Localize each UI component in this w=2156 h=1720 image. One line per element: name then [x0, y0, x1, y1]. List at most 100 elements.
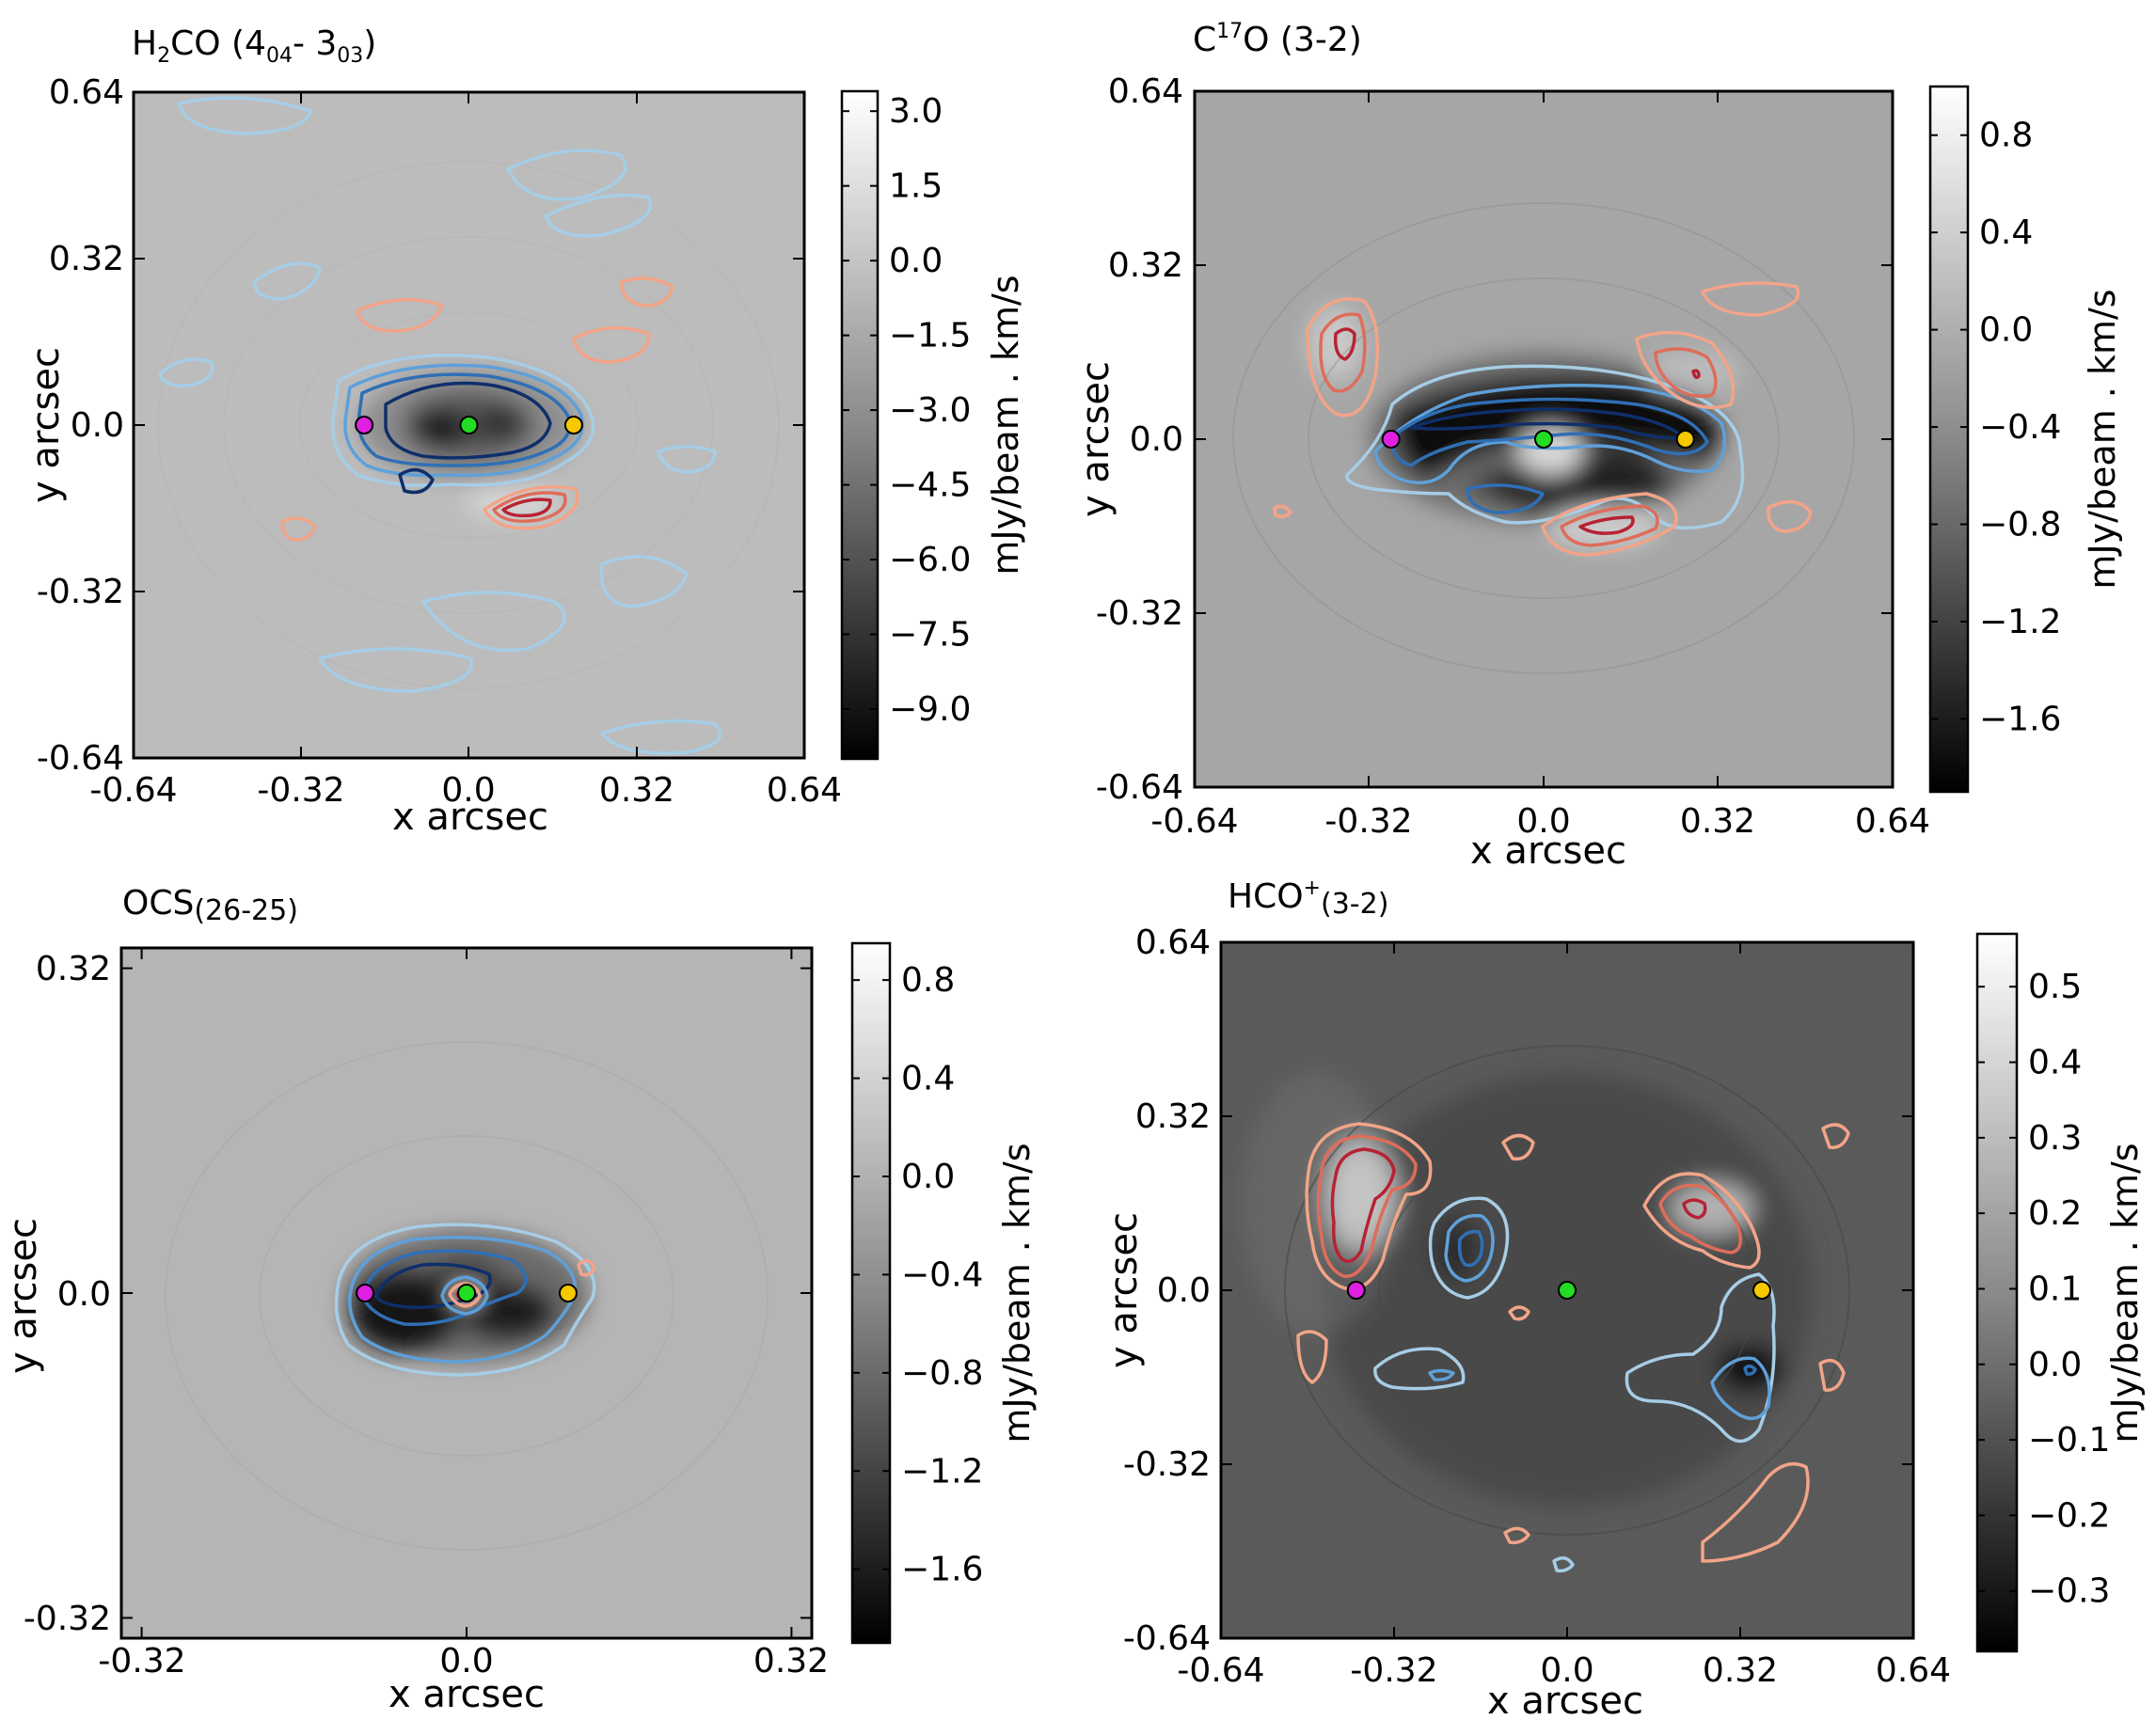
panel-title-c17o: C17O (3-2)	[1193, 20, 1362, 59]
x-axis-label: x arcsec	[388, 1673, 545, 1716]
marker-yellow	[563, 416, 583, 434]
y-axis-label: y arcsec	[24, 347, 68, 503]
colorbar-tick-label: −9.0	[889, 690, 971, 729]
marker-yellow	[1752, 1281, 1771, 1300]
colorbar-hco: 0.5 0.4 0.3 0.2 0.1 0.0 −0.1 −0.2 −0.3 mJy/beam …	[1975, 932, 2146, 1653]
xtick-label: 0.0	[1516, 802, 1570, 841]
colorbar-h2co: 3.0 1.5 0.0 −1.5 −3.0 −4.5 −6.0 −7.5 −9.0 mJy/be…	[840, 89, 1026, 761]
ytick-label: -0.64	[37, 739, 124, 778]
colorbar-tick-label: −0.1	[2028, 1421, 2110, 1460]
ytick-label: -0.64	[1123, 1619, 1211, 1658]
marker-magenta	[355, 416, 374, 434]
heatmap-image-h2co	[134, 92, 804, 758]
ytick-label: -0.32	[1096, 594, 1183, 633]
colorbar-tick-label: 0.0	[889, 242, 943, 280]
markers-ocs	[356, 1284, 578, 1302]
colorbar-tick-label: −1.2	[1979, 603, 2061, 641]
ticks-c17o	[1195, 91, 1893, 787]
colorbar-tick-label: −3.0	[889, 391, 971, 430]
xtick-label: 0.64	[1855, 802, 1930, 841]
ticks-hco	[1221, 942, 1913, 1638]
colorbar-tick-label: −0.2	[2028, 1496, 2110, 1535]
ytick-label: -0.32	[1123, 1445, 1211, 1484]
xtick-label: 0.32	[1680, 802, 1755, 841]
marker-magenta	[356, 1284, 375, 1302]
xtick-label: 0.32	[599, 771, 674, 810]
ytick-label: 0.64	[1135, 923, 1211, 962]
ytick-label: 0.0	[71, 406, 124, 445]
colorbar-tick-label: 0.4	[901, 1060, 955, 1098]
markers-c17o	[1381, 430, 1695, 449]
marker-yellow	[558, 1284, 578, 1302]
ytick-label: 0.64	[49, 73, 124, 112]
colorbar-tick-label: −0.8	[901, 1354, 983, 1393]
xtick-label: 0.0	[441, 771, 495, 810]
heatmap-image-hco	[1221, 942, 1913, 1638]
colorbar-tick-label: −0.8	[1979, 506, 2061, 544]
panel-c17o: C17O (3-2)	[1074, 20, 2123, 873]
marker-green	[457, 1284, 476, 1302]
colorbar-tick-label: −6.0	[889, 541, 971, 579]
xtick-label: 0.32	[753, 1642, 829, 1681]
colorbar-tick-label: 3.0	[889, 92, 943, 131]
heatmap-image-c17o	[1195, 91, 1893, 787]
colorbar-label-h2co: mJy/beam . km/s	[985, 275, 1026, 575]
colorbar-label-ocs: mJy/beam . km/s	[996, 1143, 1038, 1443]
colorbar-tick-label: 0.5	[2028, 968, 2082, 1006]
xtick-label: -0.64	[89, 771, 177, 810]
colorbar-label-c17o: mJy/beam . km/s	[2082, 289, 2123, 589]
colorbar-tick-label: 0.0	[1979, 311, 2033, 350]
colorbar-tick-label: −1.6	[901, 1551, 983, 1589]
ytick-label: 0.0	[1130, 420, 1183, 459]
x-axis-label: x arcsec	[1470, 829, 1626, 873]
colorbar-tick-label: −1.2	[901, 1452, 983, 1491]
ytick-label: -0.32	[24, 1600, 111, 1638]
ytick-label: -0.32	[37, 573, 124, 611]
colorbar-tick-label: −7.5	[889, 616, 971, 655]
panel-ocs: OCS(26-25)	[2, 884, 1038, 1716]
colorbar-label-hco: mJy/beam . km/s	[2104, 1143, 2146, 1443]
colorbar-tick-label: −0.4	[1979, 408, 2061, 447]
contours-c17o	[1273, 281, 1813, 557]
y-axis-label: y arcsec	[1102, 1212, 1146, 1368]
marker-magenta	[1346, 1281, 1366, 1300]
ytick-label: 0.32	[1108, 246, 1183, 285]
colorbar-c17o: 0.8 0.4 0.0 −0.4 −0.8 −1.2 −1.6 mJy/beam . km/…	[1928, 85, 2123, 794]
colorbar-tick-label: 0.2	[2028, 1194, 2082, 1233]
colorbar-tick-label: 0.8	[1979, 117, 2033, 155]
colorbar-tick-label: −4.5	[889, 466, 971, 505]
colorbar-tick-label: 0.3	[2028, 1119, 2082, 1158]
colorbar-ocs: 0.8 0.4 0.0 −0.4 −0.8 −1.2 −1.6 mJy/beam . km/…	[850, 941, 1038, 1645]
ytick-label: 0.32	[36, 950, 111, 988]
y-axis-label: y arcsec	[1074, 361, 1118, 517]
colorbar-tick-label: 0.4	[2028, 1044, 2082, 1082]
colorbar-tick-label: 0.1	[2028, 1270, 2082, 1308]
xtick-label: -0.32	[98, 1642, 185, 1681]
marker-green	[459, 416, 479, 434]
y-axis-label: y arcsec	[2, 1218, 45, 1374]
marker-green	[1558, 1281, 1577, 1300]
panel-title-h2co: H2CO (404- 303)	[132, 24, 376, 68]
ytick-label: 0.64	[1108, 72, 1183, 111]
x-axis-label: x arcsec	[1487, 1680, 1643, 1720]
xtick-label: -0.32	[1324, 802, 1412, 841]
xtick-label: 0.0	[1540, 1651, 1593, 1690]
xtick-label: -0.64	[1177, 1651, 1264, 1690]
panel-hco: HCO+(3-2)	[1102, 876, 2146, 1720]
x-axis-label: x arcsec	[392, 796, 548, 839]
colorbar-tick-label: 0.8	[901, 961, 955, 1000]
contours-hco	[1296, 1122, 1850, 1573]
colorbar-tick-label: −1.6	[1979, 700, 2061, 738]
colorbar-tick-label: −0.3	[2028, 1572, 2110, 1611]
marker-yellow	[1675, 430, 1695, 449]
markers-h2co	[355, 416, 583, 434]
ytick-label: 0.0	[57, 1275, 111, 1314]
marker-green	[1534, 430, 1553, 449]
ytick-label: -0.64	[1096, 768, 1183, 807]
ytick-label: 0.0	[1157, 1271, 1211, 1310]
xtick-label: 0.64	[767, 771, 842, 810]
ytick-label: 0.32	[49, 240, 124, 278]
xtick-label: -0.64	[1150, 802, 1238, 841]
ticks-h2co	[134, 92, 804, 758]
